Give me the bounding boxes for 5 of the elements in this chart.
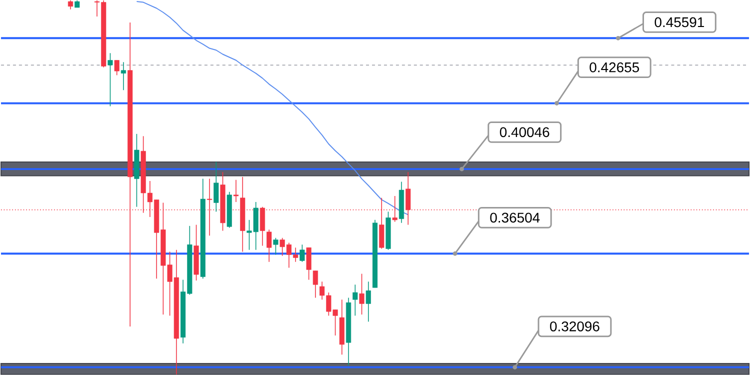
annotation: 0.32096 <box>550 321 600 332</box>
annotation: 0.36504 <box>490 212 540 223</box>
annotation: 0.42655 <box>590 62 639 72</box>
annotation: 0.40046 <box>500 127 550 138</box>
annotation: 0.45591 <box>654 17 704 28</box>
